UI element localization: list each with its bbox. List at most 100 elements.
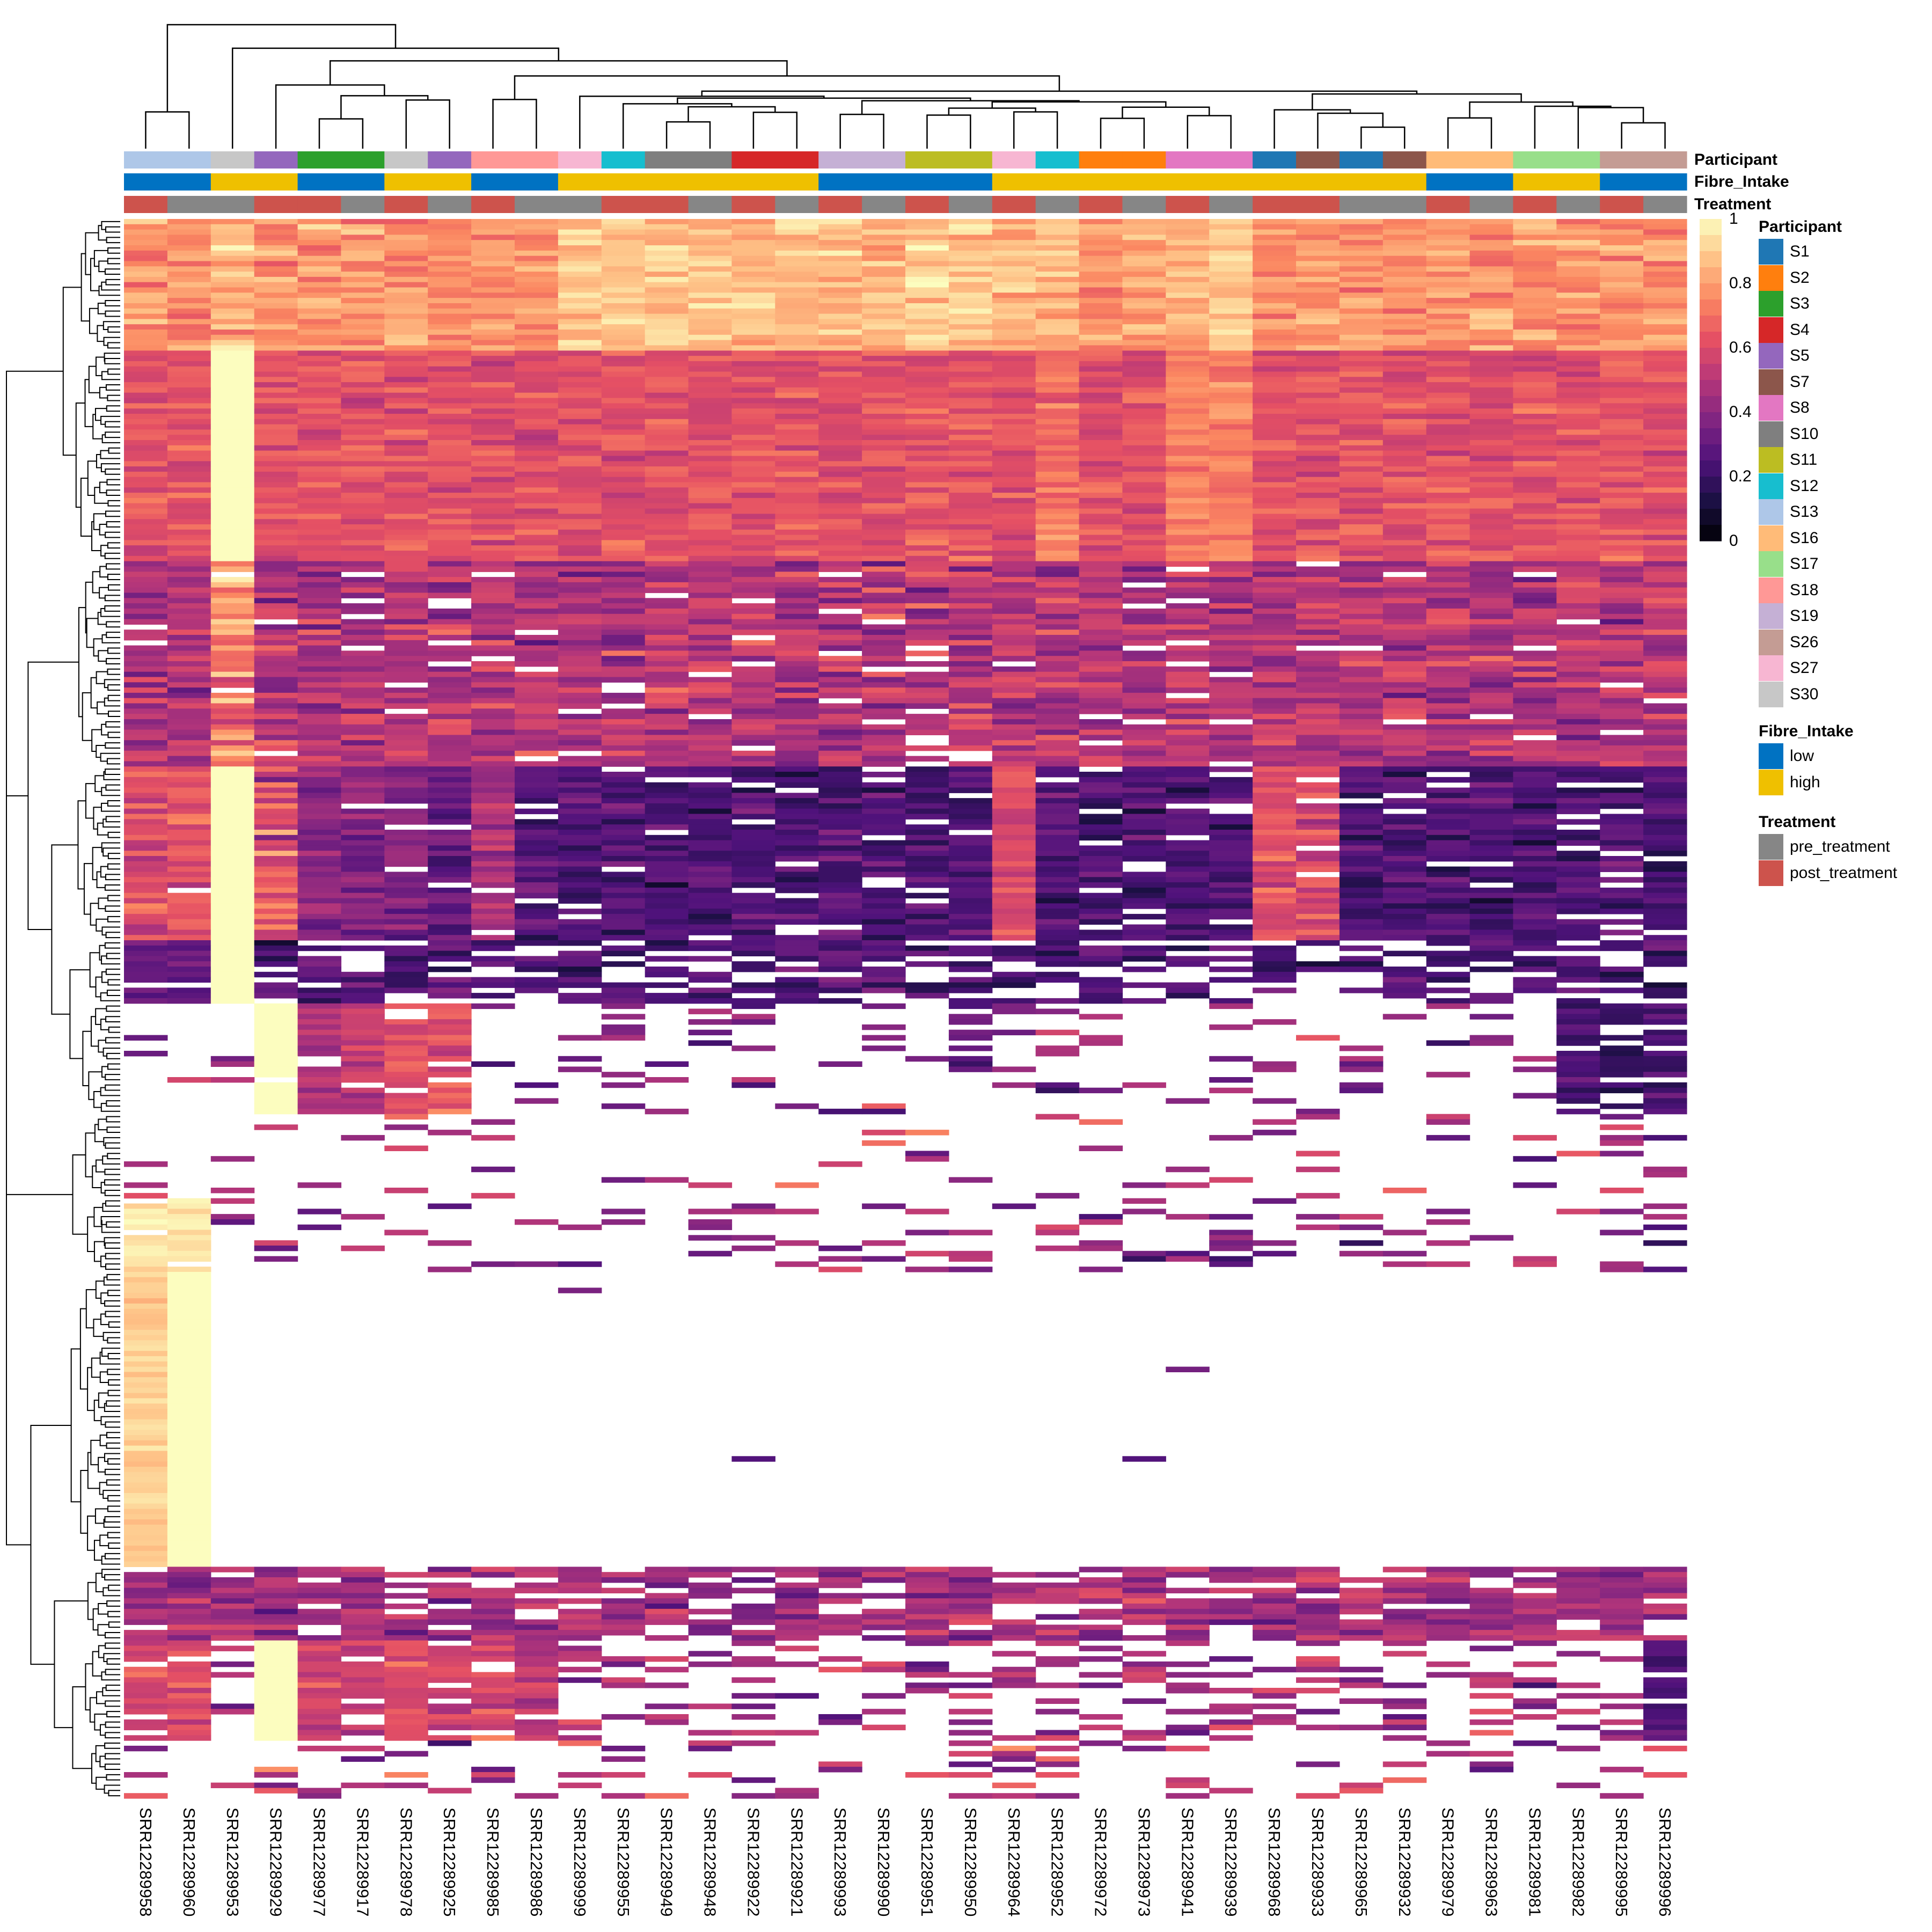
heatmap-cell [1035, 229, 1080, 235]
heatmap-cell [1296, 540, 1340, 546]
heatmap-cell [1079, 661, 1123, 667]
heatmap-cell [210, 319, 255, 325]
heatmap-cell [1166, 414, 1210, 420]
heatmap-cell [1426, 698, 1470, 704]
heatmap-cell [601, 503, 646, 509]
heatmap-cell [471, 692, 515, 699]
heatmap-cell [210, 287, 255, 293]
heatmap-cell [1209, 656, 1253, 662]
dendrogram-branch [107, 731, 120, 738]
heatmap-cell [645, 445, 689, 451]
heatmap-cell [341, 503, 385, 509]
heatmap-cell [1166, 461, 1210, 467]
heatmap-cell [1469, 508, 1514, 514]
heatmap-cell [1339, 497, 1384, 504]
heatmap-cell [1296, 835, 1340, 841]
heatmap-cell [124, 330, 168, 335]
dendrogram-branch [105, 816, 120, 823]
heatmap-cell [515, 403, 559, 409]
heatmap-cell [992, 551, 1036, 557]
heatmap-cell [775, 635, 819, 641]
heatmap-cell [428, 340, 472, 346]
heatmap-cell [1426, 824, 1470, 830]
heatmap-cell [1643, 882, 1687, 888]
heatmap-cell [341, 540, 385, 546]
heatmap-cell [992, 687, 1036, 693]
heatmap-cell [862, 471, 906, 478]
heatmap-cell [1166, 408, 1210, 414]
heatmap-cell [558, 240, 602, 246]
heatmap-cell [167, 851, 211, 857]
heatmap-cell [1469, 392, 1514, 399]
heatmap-cell [1035, 708, 1080, 714]
heatmap-cell [124, 282, 168, 288]
heatmap-cell [645, 703, 689, 709]
heatmap-cell [471, 819, 515, 825]
heatmap-cell [384, 756, 428, 762]
heatmap-cell [1426, 387, 1470, 393]
heatmap-cell [1469, 724, 1514, 730]
heatmap-cell [1122, 292, 1166, 298]
heatmap-cell [297, 371, 342, 377]
heatmap-cell [1469, 361, 1514, 367]
heatmap-cell [167, 313, 211, 319]
heatmap-cell [1513, 508, 1557, 514]
heatmap-cell [645, 540, 689, 546]
heatmap-cell [1513, 819, 1557, 825]
heatmap-cell [818, 877, 862, 883]
heatmap-cell [1382, 803, 1427, 809]
heatmap-cell [210, 298, 255, 304]
heatmap-cell [558, 524, 602, 530]
heatmap-cell [515, 650, 559, 656]
heatmap-cell [341, 340, 385, 346]
heatmap-cell [1166, 471, 1210, 478]
heatmap-cell [1209, 266, 1253, 272]
heatmap-cell [1469, 845, 1514, 851]
heatmap-cell [1643, 703, 1687, 709]
heatmap-cell [1296, 592, 1340, 598]
heatmap-cell [210, 540, 255, 546]
heatmap-cell [210, 598, 255, 604]
heatmap-cell [515, 419, 559, 425]
heatmap-cell [515, 519, 559, 525]
heatmap-cell [1296, 671, 1340, 678]
heatmap-cell [1643, 630, 1687, 635]
heatmap-cell [1556, 272, 1600, 277]
dendrogram-branch [106, 1116, 120, 1123]
heatmap-cell [1166, 250, 1210, 257]
heatmap-cell [862, 219, 906, 225]
heatmap-cell [1253, 508, 1297, 514]
heatmap-cell [124, 724, 168, 730]
heatmap-cell [1296, 487, 1340, 493]
heatmap-cell [558, 508, 602, 514]
dendrogram-branch [105, 300, 120, 306]
heatmap-cell [124, 419, 168, 425]
heatmap-cell [167, 666, 211, 672]
heatmap-cell [1513, 456, 1557, 462]
heatmap-cell [254, 461, 298, 467]
heatmap-cell [210, 551, 255, 557]
heatmap-cell [601, 845, 646, 851]
heatmap-cell [1643, 466, 1687, 472]
heatmap-cell [862, 224, 906, 230]
heatmap-cell [1253, 292, 1297, 298]
heatmap-cell [1035, 703, 1080, 709]
column-dendrogram [145, 24, 1666, 149]
dendrogram-branch [104, 884, 120, 891]
heatmap-cell [1339, 814, 1384, 819]
heatmap-cell [1079, 624, 1123, 630]
heatmap-cell [645, 640, 689, 646]
heatmap-cell [1513, 566, 1557, 572]
heatmap-cell [948, 524, 993, 530]
heatmap-cell [254, 645, 298, 651]
heatmap-cell [731, 508, 775, 514]
heatmap-cell [297, 398, 342, 404]
heatmap-cell [1339, 287, 1384, 293]
heatmap-cell [167, 308, 211, 314]
heatmap-cell [1513, 719, 1557, 725]
heatmap-cell [254, 845, 298, 851]
heatmap-cell [167, 330, 211, 335]
heatmap-cell [558, 466, 602, 472]
heatmap-cell [1556, 219, 1600, 225]
heatmap-cell [1513, 461, 1557, 467]
